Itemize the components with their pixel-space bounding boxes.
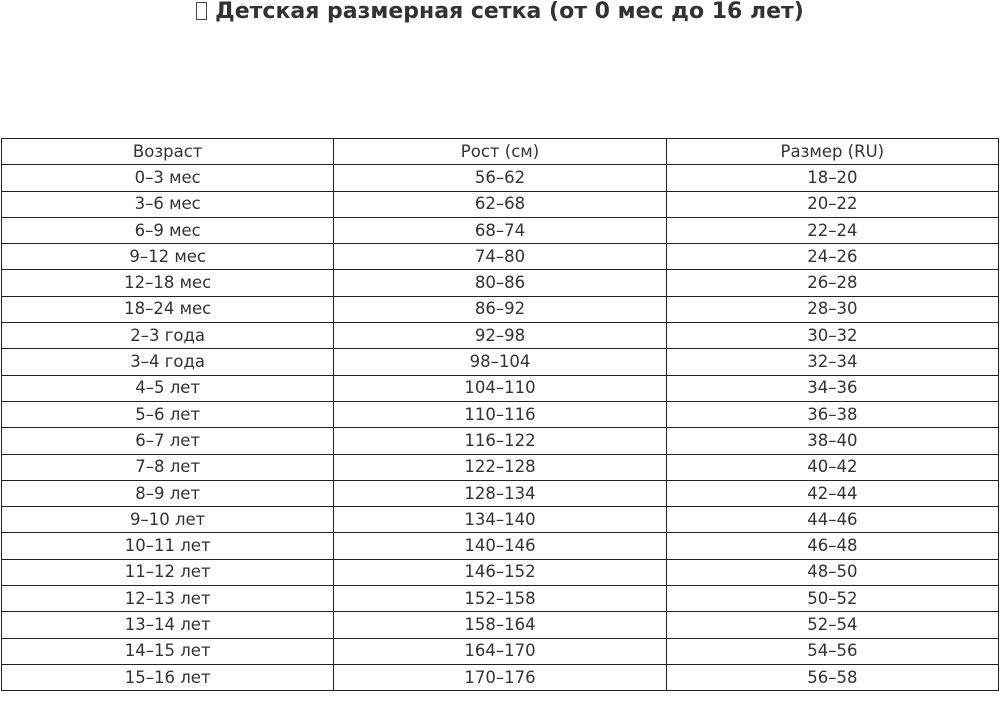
table-row: 3–4 года 98–104 32–34 bbox=[0, 348, 1000, 376]
age-cell: 0–3 мес bbox=[0, 164, 335, 192]
table-row: 7–8 лет 122–128 40–42 bbox=[0, 453, 1000, 481]
age-cell: 11–12 лет bbox=[0, 558, 335, 587]
table-row: 8–9 лет 128–134 42–44 bbox=[0, 479, 1000, 508]
age-cell: 9–10 лет bbox=[0, 506, 335, 534]
size-cell: 52–54 bbox=[665, 611, 1000, 639]
size-cell: 46–48 bbox=[665, 532, 1000, 560]
height-cell: 68–74 bbox=[333, 216, 667, 245]
size-cell: 36–38 bbox=[665, 400, 1000, 429]
height-cell: 56–62 bbox=[333, 164, 667, 192]
size-cell: 22–24 bbox=[665, 216, 1000, 245]
height-cell: 122–128 bbox=[333, 453, 667, 481]
size-chart-table: Возраст Рост (см) Размер (RU) 0–3 мес 56–… bbox=[0, 137, 1000, 692]
age-cell: 6–7 лет bbox=[0, 427, 335, 455]
age-cell: 2–3 года bbox=[0, 322, 335, 350]
size-cell: 30–32 bbox=[665, 322, 1000, 350]
table-row: 4–5 лет 104–110 34–36 bbox=[0, 374, 1000, 402]
height-cell: 164–170 bbox=[333, 637, 667, 665]
height-cell: 80–86 bbox=[333, 269, 667, 297]
size-cell: 32–34 bbox=[665, 348, 1000, 376]
age-cell: 18–24 мес bbox=[0, 295, 335, 324]
column-header-size: Размер (RU) bbox=[665, 137, 1000, 166]
size-cell: 50–52 bbox=[665, 585, 1000, 613]
height-cell: 152–158 bbox=[333, 585, 667, 613]
table-row: 15–16 лет 170–176 56–58 bbox=[0, 663, 1000, 692]
size-cell: 18–20 bbox=[665, 164, 1000, 192]
age-cell: 14–15 лет bbox=[0, 637, 335, 665]
height-cell: 110–116 bbox=[333, 400, 667, 429]
height-cell: 140–146 bbox=[333, 532, 667, 560]
age-cell: 3–4 года bbox=[0, 348, 335, 376]
age-cell: 6–9 мес bbox=[0, 216, 335, 245]
table-row: 5–6 лет 110–116 36–38 bbox=[0, 400, 1000, 429]
age-cell: 10–11 лет bbox=[0, 532, 335, 560]
size-cell: 40–42 bbox=[665, 453, 1000, 481]
age-cell: 7–8 лет bbox=[0, 453, 335, 481]
size-cell: 20–22 bbox=[665, 190, 1000, 218]
age-cell: 3–6 мес bbox=[0, 190, 335, 218]
age-cell: 15–16 лет bbox=[0, 663, 335, 692]
table-row: 6–7 лет 116–122 38–40 bbox=[0, 427, 1000, 455]
age-cell: 13–14 лет bbox=[0, 611, 335, 639]
height-cell: 170–176 bbox=[333, 663, 667, 692]
table-row: 9–12 мес 74–80 24–26 bbox=[0, 243, 1000, 271]
height-cell: 128–134 bbox=[333, 479, 667, 508]
size-cell: 42–44 bbox=[665, 479, 1000, 508]
missing-glyph-icon bbox=[196, 2, 208, 20]
table-row: 6–9 мес 68–74 22–24 bbox=[0, 216, 1000, 245]
height-cell: 74–80 bbox=[333, 243, 667, 271]
table-row: 2–3 года 92–98 30–32 bbox=[0, 322, 1000, 350]
table-row: 14–15 лет 164–170 54–56 bbox=[0, 637, 1000, 665]
size-cell: 48–50 bbox=[665, 558, 1000, 587]
height-cell: 104–110 bbox=[333, 374, 667, 402]
size-cell: 44–46 bbox=[665, 506, 1000, 534]
table-row: 0–3 мес 56–62 18–20 bbox=[0, 164, 1000, 192]
size-cell: 24–26 bbox=[665, 243, 1000, 271]
table-row: 12–13 лет 152–158 50–52 bbox=[0, 585, 1000, 613]
table-row: 18–24 мес 86–92 28–30 bbox=[0, 295, 1000, 324]
size-cell: 34–36 bbox=[665, 374, 1000, 402]
table-header-row: Возраст Рост (см) Размер (RU) bbox=[0, 137, 1000, 166]
age-cell: 12–18 мес bbox=[0, 269, 335, 297]
table-row: 11–12 лет 146–152 48–50 bbox=[0, 558, 1000, 587]
size-cell: 54–56 bbox=[665, 637, 1000, 665]
table-row: 12–18 мес 80–86 26–28 bbox=[0, 269, 1000, 297]
size-cell: 56–58 bbox=[665, 663, 1000, 692]
column-header-age: Возраст bbox=[0, 137, 335, 166]
page-title-text: Детская размерная сетка (от 0 мес до 16 … bbox=[215, 0, 804, 24]
height-cell: 158–164 bbox=[333, 611, 667, 639]
size-cell: 38–40 bbox=[665, 427, 1000, 455]
height-cell: 86–92 bbox=[333, 295, 667, 324]
height-cell: 134–140 bbox=[333, 506, 667, 534]
height-cell: 98–104 bbox=[333, 348, 667, 376]
table-row: 13–14 лет 158–164 52–54 bbox=[0, 611, 1000, 639]
age-cell: 4–5 лет bbox=[0, 374, 335, 402]
table-row: 3–6 мес 62–68 20–22 bbox=[0, 190, 1000, 218]
height-cell: 92–98 bbox=[333, 322, 667, 350]
page-title: Детская размерная сетка (от 0 мес до 16 … bbox=[0, 0, 1000, 26]
age-cell: 8–9 лет bbox=[0, 479, 335, 508]
age-cell: 5–6 лет bbox=[0, 400, 335, 429]
height-cell: 146–152 bbox=[333, 558, 667, 587]
size-cell: 26–28 bbox=[665, 269, 1000, 297]
age-cell: 12–13 лет bbox=[0, 585, 335, 613]
column-header-height: Рост (см) bbox=[333, 137, 667, 166]
height-cell: 116–122 bbox=[333, 427, 667, 455]
table-row: 10–11 лет 140–146 46–48 bbox=[0, 532, 1000, 560]
height-cell: 62–68 bbox=[333, 190, 667, 218]
size-cell: 28–30 bbox=[665, 295, 1000, 324]
age-cell: 9–12 мес bbox=[0, 243, 335, 271]
table-row: 9–10 лет 134–140 44–46 bbox=[0, 506, 1000, 534]
